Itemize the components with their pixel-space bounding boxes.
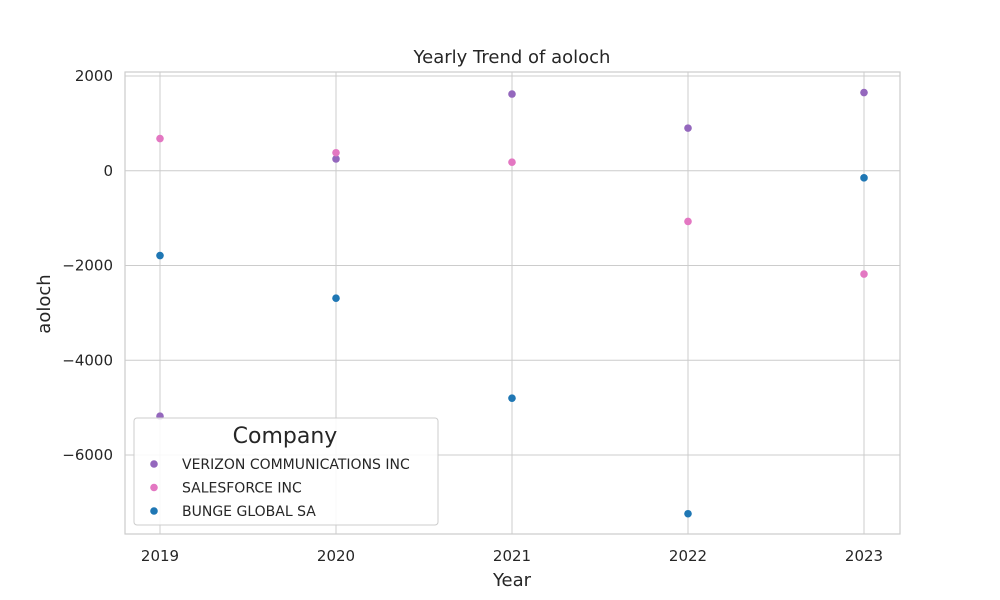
- data-point: [508, 158, 516, 167]
- legend-marker: [150, 460, 158, 468]
- legend-label: SALESFORCE INC: [182, 481, 302, 497]
- data-point: [860, 174, 868, 182]
- data-point: [332, 148, 340, 157]
- x-tick-label: 2023: [845, 547, 883, 565]
- legend-label: VERIZON COMMUNICATIONS INC: [182, 457, 410, 473]
- data-point: [508, 90, 516, 98]
- x-tick-label: 2021: [493, 547, 531, 565]
- legend: Company VERIZON COMMUNICATIONS INC SALESF…: [133, 417, 439, 526]
- x-tick-label: 2019: [141, 547, 179, 565]
- data-point: [860, 88, 868, 97]
- y-tick-label: −2000: [62, 257, 113, 275]
- legend-label: BUNGE GLOBAL SA: [182, 504, 316, 520]
- legend-entries: VERIZON COMMUNICATIONS INC SALESFORCE INC…: [150, 457, 410, 520]
- y-tick-label: 0: [103, 162, 113, 180]
- tick-labels: 2000 0 −2000 −4000 −6000 2019 2020 2021 2022 2023: [62, 67, 883, 565]
- data-point: [332, 294, 340, 302]
- data-point: [332, 155, 340, 163]
- data-point: [156, 134, 164, 143]
- legend-marker: [150, 507, 158, 515]
- data-point: [508, 394, 516, 402]
- data-point: [156, 251, 164, 260]
- chart-title: Yearly Trend of aoloch: [413, 47, 611, 68]
- data-point: [860, 270, 868, 278]
- legend-marker: [150, 483, 158, 492]
- x-tick-label: 2020: [317, 547, 355, 565]
- plot-frame: [124, 71, 901, 535]
- y-axis-title: aoloch: [34, 274, 55, 333]
- legend-box: [133, 417, 439, 526]
- y-tick-label: −6000: [62, 446, 113, 464]
- legend-title: Company: [233, 424, 338, 449]
- data-point: [684, 124, 692, 132]
- data-point: [684, 509, 692, 518]
- y-tick-label: −4000: [62, 351, 113, 369]
- data-point: [684, 217, 692, 226]
- x-tick-label: 2022: [669, 547, 707, 565]
- y-tick-label: 2000: [75, 67, 113, 85]
- x-axis-title: Year: [492, 570, 532, 591]
